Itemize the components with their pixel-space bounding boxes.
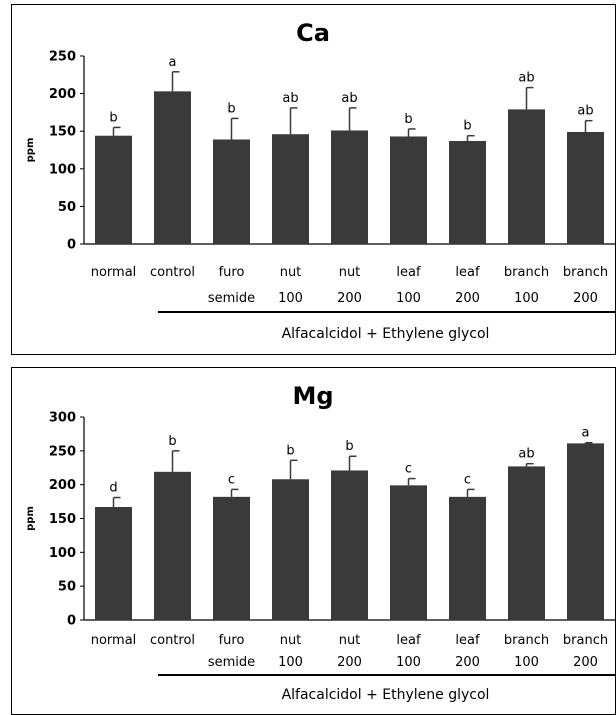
mg-category-label-2: control [150, 633, 195, 648]
mg-y-tick-label: 0 [67, 614, 76, 629]
mg-category-label-4: nut [280, 633, 302, 648]
mg-significance-label-5: b [345, 439, 353, 454]
ca-bar-4 [272, 134, 309, 244]
mg-significance-label-3: c [228, 472, 235, 487]
ca-significance-label-3: b [227, 101, 235, 116]
mg-category-sublabel-4: 100 [278, 655, 303, 670]
mg-y-tick-label: 100 [49, 546, 76, 561]
mg-significance-label-6: c [405, 462, 412, 477]
mg-bar-4 [272, 479, 309, 620]
ca-bar-6 [390, 136, 427, 244]
ca-category-label-9: branch [563, 265, 608, 280]
mg-y-tick-label: 250 [49, 444, 76, 459]
ca-significance-label-6: b [404, 112, 412, 127]
mg-bar-5 [331, 470, 368, 620]
mg-bar-8 [508, 466, 545, 620]
ca-bar-9 [567, 131, 604, 244]
ca-y-tick-label: 150 [49, 125, 76, 140]
ca-y-tick-label: 0 [67, 238, 76, 253]
mg-category-sublabel-8: 100 [514, 655, 539, 670]
mg-y-axis-label: ppm [25, 506, 36, 531]
ca-bar-5 [331, 130, 368, 244]
ca-bar-8 [508, 109, 545, 244]
mg-category-sublabel-9: 200 [573, 655, 598, 670]
mg-category-label-3: furo [219, 633, 245, 648]
ca-bar-2 [154, 91, 191, 245]
ca-chart-title: Ca [296, 19, 330, 47]
ca-y-tick-label: 100 [49, 162, 76, 177]
ca-group-label: Alfacalcidol + Ethylene glycol [282, 326, 490, 342]
ca-bar-3 [213, 139, 250, 244]
ca-bar-1 [95, 135, 132, 244]
mg-significance-label-8: ab [518, 447, 534, 462]
ca-category-sublabel-8: 100 [514, 291, 539, 306]
ca-y-tick-label: 50 [58, 200, 76, 215]
mg-category-label-7: leaf [455, 633, 480, 648]
ca-category-label-7: leaf [455, 265, 480, 280]
mg-y-tick-label: 150 [49, 512, 76, 527]
mg-significance-label-1: d [109, 481, 117, 496]
mg-significance-label-7: c [464, 472, 471, 487]
ca-category-sublabel-5: 200 [337, 291, 362, 306]
mg-significance-label-2: b [168, 434, 176, 449]
mg-category-label-8: branch [504, 633, 549, 648]
ca-category-label-2: control [150, 265, 195, 280]
ca-significance-label-7: b [463, 119, 471, 134]
mg-category-label-6: leaf [396, 633, 421, 648]
ca-category-label-1: normal [91, 265, 137, 280]
mg-category-label-1: normal [91, 633, 137, 648]
ca-category-sublabel-7: 200 [455, 291, 480, 306]
mg-significance-label-4: b [286, 443, 294, 458]
mg-chart-panel: Mg ppm 0 50 100 150 200 250 300 d normal b control c f… [11, 367, 616, 715]
ca-category-label-6: leaf [396, 265, 421, 280]
ca-bar-7 [449, 140, 486, 244]
ca-category-label-4: nut [280, 265, 302, 280]
mg-bar-1 [95, 506, 132, 620]
mg-category-sublabel-7: 200 [455, 655, 480, 670]
ca-significance-label-5: ab [341, 91, 357, 106]
ca-chart-panel: Ca ppm 0 50 100 150 200 250 b normal a control b furo… [11, 4, 616, 355]
ca-category-label-3: furo [219, 265, 245, 280]
mg-bar-9 [567, 443, 604, 620]
ca-significance-label-8: ab [518, 71, 534, 86]
ca-category-label-8: branch [504, 265, 549, 280]
mg-category-label-5: nut [339, 633, 361, 648]
mg-category-sublabel-6: 100 [396, 655, 421, 670]
ca-significance-label-4: ab [282, 91, 298, 106]
mg-bar-7 [449, 496, 486, 620]
ca-significance-label-2: a [169, 55, 177, 70]
mg-y-tick-label: 200 [49, 478, 76, 493]
mg-category-sublabel-5: 200 [337, 655, 362, 670]
mg-y-tick-label: 50 [58, 580, 76, 595]
ca-category-sublabel-6: 100 [396, 291, 421, 306]
mg-y-tick-label: 300 [49, 411, 76, 426]
ca-category-sublabel-9: 200 [573, 291, 598, 306]
mg-category-label-9: branch [563, 633, 608, 648]
mg-bar-2 [154, 471, 191, 620]
mg-bar-chart: Mg ppm 0 50 100 150 200 250 300 d normal b control c f… [25, 382, 615, 703]
mg-category-sublabel-3: semide [208, 655, 255, 670]
ca-significance-label-1: b [109, 110, 117, 125]
ca-y-axis-label: ppm [25, 138, 36, 163]
ca-bar-chart: Ca ppm 0 50 100 150 200 250 b normal a control b furo… [25, 19, 615, 342]
mg-significance-label-9: a [582, 426, 590, 441]
ca-y-tick-label: 200 [49, 87, 76, 102]
mg-chart-title: Mg [292, 382, 333, 410]
ca-category-label-5: nut [339, 265, 361, 280]
ca-category-sublabel-4: 100 [278, 291, 303, 306]
mg-group-label: Alfacalcidol + Ethylene glycol [282, 687, 490, 703]
mg-bar-6 [390, 485, 427, 620]
ca-y-tick-label: 250 [49, 50, 76, 65]
mg-bar-3 [213, 496, 250, 620]
ca-significance-label-9: ab [577, 104, 593, 119]
ca-category-sublabel-3: semide [208, 291, 255, 306]
